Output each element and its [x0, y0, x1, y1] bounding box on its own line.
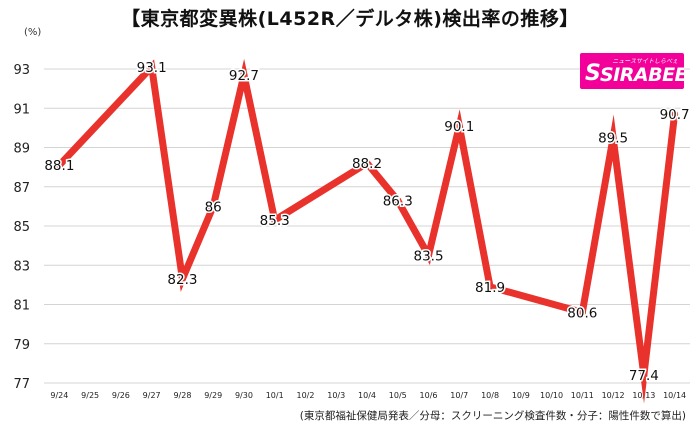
x-tick-label: 9/30 [235, 391, 253, 400]
x-tick-label: 10/7 [450, 391, 468, 400]
series-line [55, 58, 679, 404]
x-tick-label: 10/4 [358, 391, 376, 400]
x-tick-label: 10/14 [663, 391, 686, 400]
data-point [55, 161, 63, 169]
data-label: 85.3 [260, 213, 290, 229]
y-tick-label: 83 [13, 259, 30, 274]
data-point [209, 202, 217, 210]
data-point [671, 110, 679, 118]
y-tick-label: 87 [13, 181, 30, 196]
x-tick-label: 9/27 [143, 391, 161, 400]
data-label: 89.5 [598, 131, 628, 147]
chart-title: 【東京都変異株(L452R／デルタ株)検出率の推移】 [121, 8, 579, 30]
y-tick-label: 91 [13, 102, 30, 117]
data-point [609, 134, 617, 142]
data-labels: 88.1 93.1 82.3 86 92.7 85.3 88.2 86.3 83.5 90.1 81… [43, 59, 691, 386]
y-axis-unit: (%) [24, 27, 42, 38]
data-point [578, 308, 586, 316]
sirabee-tagline: ニュースサイトしらべぇ [612, 58, 678, 65]
data-label: 86 [205, 199, 222, 215]
y-tick-label: 79 [13, 338, 30, 353]
data-label: 90.7 [660, 107, 690, 123]
data-point [148, 63, 156, 71]
sirabee-wordmark: SIRABEE [600, 64, 684, 86]
y-tick-labels: 77 79 81 83 85 87 89 91 93 [13, 63, 30, 392]
x-tick-label: 10/1 [266, 391, 284, 400]
x-tick-label: 10/11 [571, 391, 594, 400]
data-label: 92.7 [229, 68, 259, 84]
data-point [425, 251, 433, 259]
x-tick-label: 9/24 [50, 391, 68, 400]
data-label: 77.4 [629, 368, 659, 384]
data-label: 88.1 [44, 158, 74, 174]
sirabee-logo: S SIRABEE ニュースサイトしらべぇ [580, 53, 684, 89]
data-point [240, 71, 248, 79]
x-tick-label: 10/9 [512, 391, 530, 400]
x-tick-label: 10/8 [481, 391, 499, 400]
y-tick-label: 85 [13, 220, 30, 235]
y-tick-label: 93 [13, 63, 30, 78]
x-tick-label: 10/6 [420, 391, 438, 400]
grid-lines [44, 68, 690, 384]
data-label: 88.2 [352, 156, 382, 172]
x-tick-label: 10/2 [296, 391, 314, 400]
data-label: 80.6 [567, 305, 597, 321]
data-point [455, 122, 463, 130]
data-label: 81.9 [475, 280, 505, 296]
data-label: 83.5 [413, 248, 443, 264]
data-point [640, 371, 648, 379]
y-tick-label: 81 [13, 299, 30, 314]
x-tick-label: 9/28 [173, 391, 191, 400]
x-tick-label: 9/29 [204, 391, 222, 400]
source-note: (東京都福祉保健局発表／分母：スクリーニング検査件数・分子：陽性件数で算出) [299, 410, 686, 422]
x-tick-labels: 9/24 9/25 9/26 9/27 9/28 9/29 9/30 10/1 10/2 10/3… [50, 391, 686, 400]
data-label: 90.1 [444, 119, 474, 135]
y-tick-label: 77 [13, 377, 30, 392]
x-tick-label: 10/5 [389, 391, 407, 400]
data-point [271, 216, 279, 224]
x-tick-label: 10/12 [602, 391, 625, 400]
data-point [394, 196, 402, 204]
data-point [486, 283, 494, 291]
data-label: 86.3 [383, 193, 413, 209]
series-polyline [56, 58, 679, 404]
x-tick-label: 9/25 [81, 391, 99, 400]
data-point [178, 275, 186, 283]
x-tick-label: 10/3 [327, 391, 345, 400]
x-tick-label: 10/10 [540, 391, 563, 400]
data-label: 82.3 [167, 272, 197, 288]
sirabee-mark-icon: S [585, 61, 601, 86]
x-tick-label: 9/26 [112, 391, 130, 400]
y-tick-label: 89 [13, 142, 30, 157]
data-label: 93.1 [137, 60, 167, 76]
data-point [363, 159, 371, 167]
